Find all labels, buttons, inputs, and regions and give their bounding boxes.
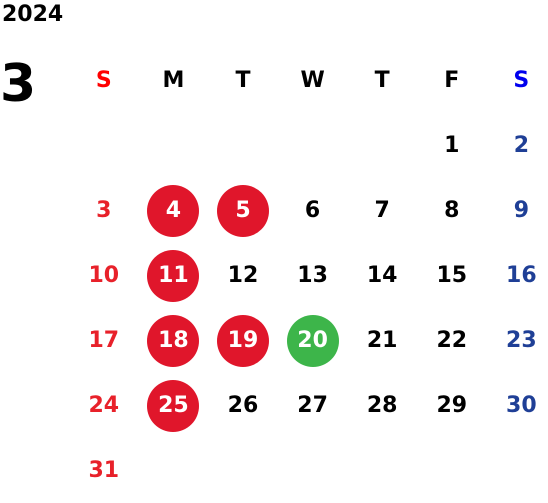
day-cell[interactable]: 17 xyxy=(69,308,139,373)
day-number: 15 xyxy=(436,263,468,288)
weekday-header: W xyxy=(300,68,325,93)
weekday-header: S xyxy=(513,68,530,93)
day-cell[interactable]: 15 xyxy=(417,243,487,308)
today-marker xyxy=(286,314,339,367)
day-number: 31 xyxy=(88,458,120,483)
day-number: 9 xyxy=(513,198,530,223)
weekday-header: T xyxy=(235,68,251,93)
empty-cell xyxy=(347,438,417,503)
day-number: 4 xyxy=(165,198,182,223)
day-cell[interactable]: 13 xyxy=(278,243,348,308)
empty-cell xyxy=(208,438,278,503)
day-cell[interactable]: 11 xyxy=(139,243,209,308)
weekday-header: F xyxy=(444,68,460,93)
day-cell[interactable]: 5 xyxy=(208,178,278,243)
weekday-header: S xyxy=(95,68,112,93)
day-number: 5 xyxy=(235,198,251,223)
calendar-month: 3 xyxy=(0,54,37,114)
day-number: 18 xyxy=(158,328,189,353)
empty-cell xyxy=(417,438,487,503)
holiday-marker xyxy=(147,379,200,432)
day-number: 30 xyxy=(506,393,537,418)
day-number: 23 xyxy=(506,328,537,353)
empty-cell xyxy=(69,113,139,178)
day-cell[interactable]: 18 xyxy=(139,308,209,373)
day-number: 10 xyxy=(88,263,120,288)
day-cell[interactable]: 6 xyxy=(278,178,348,243)
day-number: 13 xyxy=(297,263,328,288)
day-number: 11 xyxy=(158,263,189,288)
calendar-year: 2024 xyxy=(2,2,64,27)
day-cell[interactable]: 20 xyxy=(278,308,348,373)
calendar-grid: S M T W T F S 1 2 3 4 5 6 7 8 9 10 11 12 13 14 15 16 17 18 19 20 21… xyxy=(69,48,548,503)
day-cell[interactable]: 27 xyxy=(278,373,348,438)
holiday-marker xyxy=(216,184,269,237)
day-cell[interactable]: 7 xyxy=(347,178,417,243)
day-cell[interactable]: 23 xyxy=(487,308,548,373)
holiday-marker xyxy=(147,249,200,302)
day-number: 3 xyxy=(96,198,112,223)
empty-cell xyxy=(139,438,209,503)
day-cell[interactable]: 2 xyxy=(487,113,548,178)
empty-cell xyxy=(208,113,278,178)
day-number: 28 xyxy=(366,393,398,418)
day-cell[interactable]: 25 xyxy=(139,373,209,438)
empty-cell xyxy=(278,113,348,178)
day-cell[interactable]: 1 xyxy=(417,113,487,178)
weekday-header: T xyxy=(374,68,390,93)
day-number: 8 xyxy=(444,198,460,223)
holiday-marker xyxy=(216,314,269,367)
day-number: 12 xyxy=(227,263,259,288)
day-cell[interactable]: 31 xyxy=(69,438,139,503)
day-number: 22 xyxy=(436,328,468,353)
day-number: 1 xyxy=(444,133,460,158)
day-number: 29 xyxy=(436,393,468,418)
day-cell[interactable]: 16 xyxy=(487,243,548,308)
day-number: 14 xyxy=(366,263,398,288)
day-number: 21 xyxy=(366,328,398,353)
day-number: 24 xyxy=(88,393,120,418)
day-cell[interactable]: 4 xyxy=(139,178,209,243)
day-number: 26 xyxy=(227,393,259,418)
holiday-marker xyxy=(147,184,200,237)
day-number: 17 xyxy=(88,328,120,353)
holiday-marker xyxy=(147,314,200,367)
day-cell[interactable]: 14 xyxy=(347,243,417,308)
day-number: 20 xyxy=(297,328,328,353)
day-cell[interactable]: 3 xyxy=(69,178,139,243)
day-number: 27 xyxy=(297,393,328,418)
day-cell[interactable]: 21 xyxy=(347,308,417,373)
empty-cell xyxy=(139,113,209,178)
day-cell[interactable]: 9 xyxy=(487,178,548,243)
empty-cell xyxy=(487,438,548,503)
day-number: 2 xyxy=(513,133,530,158)
day-cell[interactable]: 24 xyxy=(69,373,139,438)
empty-cell xyxy=(278,438,348,503)
day-cell[interactable]: 30 xyxy=(487,373,548,438)
day-cell[interactable]: 22 xyxy=(417,308,487,373)
day-number: 6 xyxy=(304,198,321,223)
day-cell[interactable]: 19 xyxy=(208,308,278,373)
day-cell[interactable]: 29 xyxy=(417,373,487,438)
day-number: 19 xyxy=(227,328,259,353)
day-number: 7 xyxy=(374,198,390,223)
day-cell[interactable]: 26 xyxy=(208,373,278,438)
day-number: 16 xyxy=(506,263,537,288)
weekday-header: M xyxy=(162,68,185,93)
day-cell[interactable]: 12 xyxy=(208,243,278,308)
day-number: 25 xyxy=(158,393,189,418)
day-cell[interactable]: 28 xyxy=(347,373,417,438)
day-cell[interactable]: 8 xyxy=(417,178,487,243)
empty-cell xyxy=(347,113,417,178)
day-cell[interactable]: 10 xyxy=(69,243,139,308)
